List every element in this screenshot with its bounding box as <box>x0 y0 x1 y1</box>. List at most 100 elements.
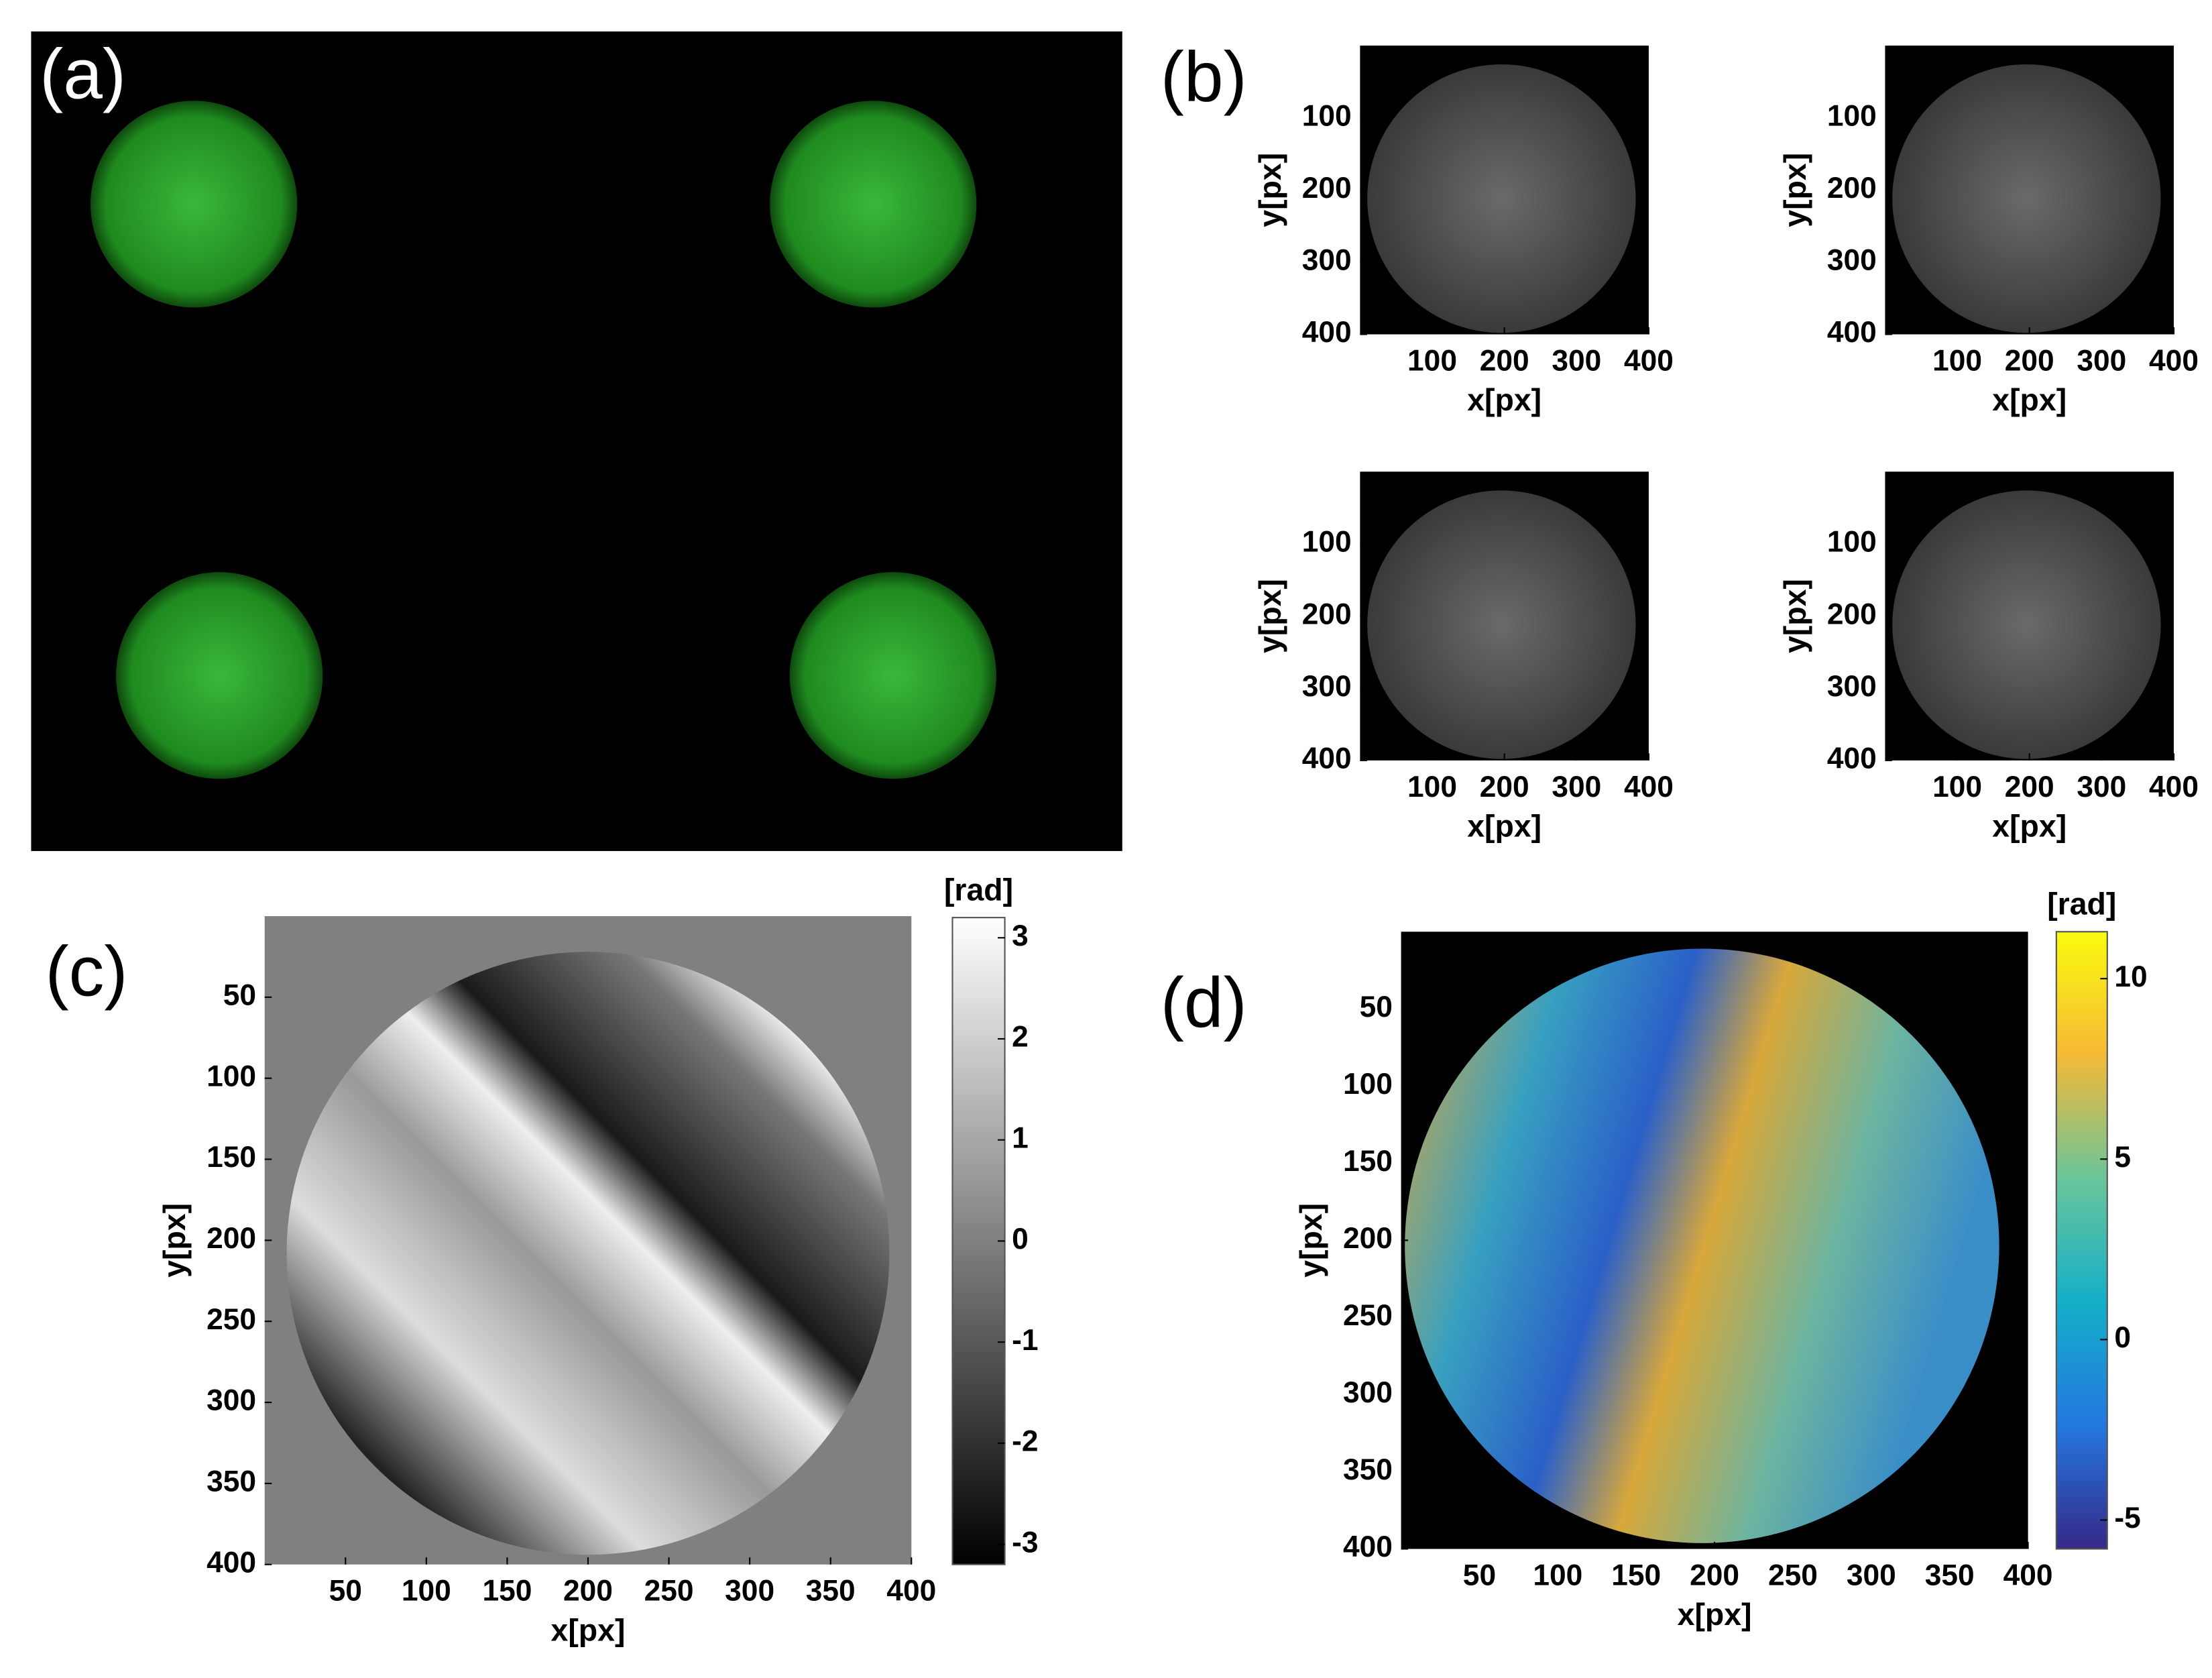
sub-image <box>116 572 323 779</box>
y-tick-label: 250 <box>207 1303 256 1336</box>
colorbar-tick-label: 10 <box>2114 960 2147 993</box>
x-tick-label: 50 <box>1463 1559 1496 1591</box>
colorbar <box>951 917 1006 1565</box>
x-axis-label: x[px] <box>551 1612 626 1647</box>
y-tick-label: 100 <box>1827 99 1877 132</box>
y-tick-label: 200 <box>1343 1222 1393 1255</box>
y-tick-label: 400 <box>1343 1530 1393 1563</box>
x-tick-label: 400 <box>886 1575 936 1608</box>
y-axis-label: y[px] <box>1253 153 1287 227</box>
x-tick-label: 100 <box>1932 344 1982 377</box>
x-tick-label: 200 <box>563 1575 613 1608</box>
y-tick-label: 400 <box>207 1546 256 1579</box>
y-tick-label: 200 <box>1302 598 1352 630</box>
y-axis-label: y[px] <box>157 1203 192 1278</box>
phase-image <box>1892 490 2161 759</box>
sub-image <box>789 572 996 779</box>
x-tick-label: 150 <box>482 1575 532 1608</box>
colorbar-label: [rad] <box>2047 887 2116 921</box>
x-tick-label: 200 <box>2005 344 2054 377</box>
colorbar-tick-label: 0 <box>1012 1223 1029 1255</box>
y-tick-label: 100 <box>1302 99 1352 132</box>
x-tick-label: 400 <box>1624 771 1674 803</box>
panel-label: (b) <box>1161 38 1247 117</box>
y-tick-label: 300 <box>1827 244 1877 277</box>
y-tick-label: 300 <box>1343 1376 1393 1409</box>
x-tick-label: 150 <box>1611 1559 1661 1591</box>
x-axis-label: x[px] <box>1992 382 2067 417</box>
y-tick-label: 300 <box>1827 670 1877 703</box>
x-axis-label: x[px] <box>1467 382 1541 417</box>
sub-image <box>770 101 977 308</box>
y-tick-label: 350 <box>1343 1453 1393 1486</box>
x-tick-label: 100 <box>1932 771 1982 803</box>
x-tick-label: 400 <box>2003 1559 2053 1591</box>
y-tick-label: 200 <box>1302 172 1352 205</box>
x-axis-label: x[px] <box>1992 808 2067 843</box>
y-tick-label: 400 <box>1827 316 1877 349</box>
y-tick-label: 200 <box>1827 598 1877 630</box>
x-tick-label: 350 <box>1925 1559 1975 1591</box>
y-tick-label: 300 <box>1302 670 1352 703</box>
y-axis-label: y[px] <box>1778 579 1812 653</box>
y-tick-label: 50 <box>1360 991 1393 1023</box>
phase-image <box>1405 948 1999 1543</box>
y-tick-label: 100 <box>1302 526 1352 559</box>
x-tick-label: 50 <box>329 1575 362 1608</box>
y-tick-label: 150 <box>207 1141 256 1174</box>
colorbar-tick-label: 3 <box>1012 919 1029 952</box>
y-tick-label: 100 <box>1827 526 1877 559</box>
x-tick-label: 100 <box>1533 1559 1582 1591</box>
colorbar-tick-label: -5 <box>2114 1502 2140 1534</box>
sub-image <box>91 101 298 308</box>
y-tick-label: 350 <box>207 1465 256 1498</box>
y-tick-label: 250 <box>1343 1299 1393 1332</box>
y-tick-label: 400 <box>1302 316 1352 349</box>
x-tick-label: 200 <box>1690 1559 1739 1591</box>
y-tick-label: 50 <box>223 979 256 1012</box>
phase-image <box>1367 64 1636 333</box>
x-tick-label: 300 <box>2077 344 2126 377</box>
phase-image <box>286 952 890 1555</box>
y-tick-label: 200 <box>1827 172 1877 205</box>
x-tick-label: 200 <box>1480 344 1529 377</box>
x-tick-label: 400 <box>1624 344 1674 377</box>
x-tick-label: 200 <box>2005 771 2054 803</box>
x-tick-label: 350 <box>806 1575 856 1608</box>
colorbar-tick-label: 5 <box>2114 1141 2131 1174</box>
y-tick-label: 150 <box>1343 1145 1393 1178</box>
x-tick-label: 300 <box>1552 344 1601 377</box>
panel-label: (c) <box>46 932 128 1011</box>
colorbar-tick-label: 2 <box>1012 1021 1029 1054</box>
colorbar-tick-label: 1 <box>1012 1121 1029 1154</box>
colorbar-tick-label: -1 <box>1012 1324 1038 1357</box>
colorbar-tick-label: -2 <box>1012 1425 1038 1458</box>
x-tick-label: 250 <box>1768 1559 1818 1591</box>
y-tick-label: 300 <box>207 1384 256 1417</box>
colorbar-label: [rad] <box>944 872 1013 907</box>
x-tick-label: 100 <box>1407 771 1457 803</box>
x-tick-label: 100 <box>402 1575 451 1608</box>
x-tick-label: 250 <box>644 1575 694 1608</box>
colorbar-tick-label: -3 <box>1012 1526 1038 1559</box>
x-tick-label: 300 <box>725 1575 774 1608</box>
x-tick-label: 400 <box>2149 771 2199 803</box>
panel-label: (d) <box>1161 963 1247 1042</box>
x-tick-label: 100 <box>1407 344 1457 377</box>
x-axis-label: x[px] <box>1678 1597 1752 1632</box>
x-tick-label: 300 <box>2077 771 2126 803</box>
y-tick-label: 400 <box>1827 742 1877 775</box>
y-axis-label: y[px] <box>1253 579 1287 653</box>
colorbar <box>2055 931 2108 1550</box>
x-tick-label: 300 <box>1552 771 1601 803</box>
x-tick-label: 400 <box>2149 344 2199 377</box>
x-tick-label: 300 <box>1847 1559 1896 1591</box>
x-tick-label: 200 <box>1480 771 1529 803</box>
phase-image <box>1367 490 1636 759</box>
y-tick-label: 200 <box>207 1222 256 1255</box>
y-tick-label: 100 <box>1343 1068 1393 1101</box>
y-axis-label: y[px] <box>1778 153 1812 227</box>
x-axis-label: x[px] <box>1467 808 1541 843</box>
